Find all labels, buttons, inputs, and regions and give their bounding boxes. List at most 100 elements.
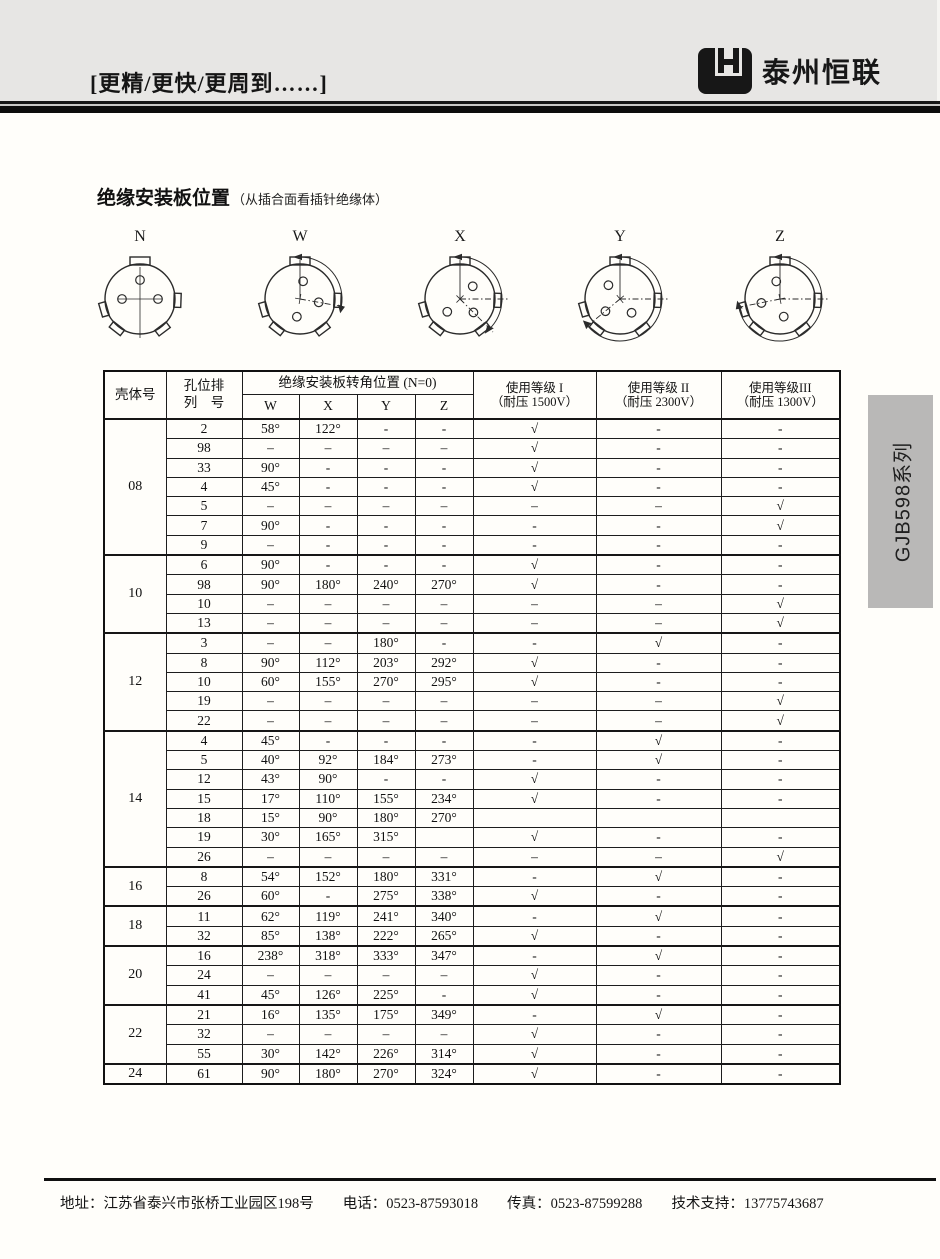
angle-x-cell: 142° <box>298 1043 358 1065</box>
header-rule-thick <box>0 106 940 113</box>
hole-no-cell: 11 <box>165 905 243 927</box>
level3-cell: - <box>720 1024 841 1045</box>
level2-cell: - <box>595 418 722 440</box>
shell-number-cell: 24 <box>103 1062 167 1085</box>
connector-face-drawing <box>97 256 182 338</box>
header-edge <box>937 0 940 101</box>
footer-phone: 电话：0523-87593018 <box>342 1196 479 1212</box>
level1-cell: √ <box>472 671 597 693</box>
hole-no-cell: 16 <box>165 945 243 967</box>
level3-cell: - <box>720 554 841 576</box>
col-header-w: W <box>241 394 300 420</box>
angle-y-cell: - <box>356 515 416 536</box>
angle-x-cell: – <box>298 710 358 732</box>
hole-no-cell: 15 <box>165 788 243 809</box>
angle-x-cell: - <box>298 457 358 478</box>
hole-no-cell: 5 <box>165 496 243 517</box>
connector-face-drawing <box>257 253 346 337</box>
level1-cell: – <box>472 710 597 732</box>
angle-z-cell: – <box>414 691 474 712</box>
angle-y-cell: - <box>356 457 416 478</box>
angle-z-cell: 338° <box>414 886 474 907</box>
angle-z-cell: - <box>414 729 474 752</box>
hole-no-cell: 26 <box>165 846 243 868</box>
level3-cell: - <box>720 1043 841 1065</box>
angle-y-cell: – <box>356 593 416 614</box>
angle-w-cell: 60° <box>241 671 300 693</box>
level1-cell: √ <box>472 476 597 498</box>
angle-z-cell: 331° <box>414 865 474 888</box>
table-row: 98– – – – √ - - <box>104 438 841 459</box>
level2-voltage: （耐压 2300V） <box>614 395 703 409</box>
level2-cell: – <box>595 846 722 868</box>
angle-y-cell: 241° <box>356 905 416 927</box>
header-rule-gap <box>0 104 940 106</box>
angle-y-cell: – <box>356 1024 416 1045</box>
angle-y-cell: 333° <box>356 945 416 967</box>
col-header-x: X <box>298 394 358 420</box>
level2-cell: - <box>595 886 722 907</box>
angle-w-cell: 238° <box>241 945 300 967</box>
footer-fax: 传真：0523-87599288 <box>507 1196 643 1212</box>
angle-x-cell: 135° <box>298 1003 358 1026</box>
angle-x-cell: 119° <box>298 905 358 927</box>
angle-y-cell: – <box>356 846 416 868</box>
level3-cell: - <box>720 729 841 752</box>
table-row: 13– – – – – – √ <box>104 612 841 634</box>
angle-w-cell: 90° <box>241 515 300 536</box>
angle-z-cell: 265° <box>414 925 474 947</box>
level1-cell: - <box>472 945 597 967</box>
diagram-label: W <box>292 228 308 245</box>
angle-w-cell: 90° <box>241 457 300 478</box>
level3-cell: - <box>720 905 841 927</box>
angle-z-cell: - <box>414 984 474 1006</box>
hole-no-cell: 26 <box>165 886 243 907</box>
level2-cell: - <box>595 457 722 478</box>
angle-y-cell: – <box>356 438 416 459</box>
table-row: 9– - - - - - - <box>104 534 841 556</box>
angle-z-cell: – <box>414 593 474 614</box>
angle-x-cell: 112° <box>298 652 358 673</box>
angle-z-cell: – <box>414 846 474 868</box>
hole-no-cell: 98 <box>165 438 243 459</box>
hole-no-cell: 12 <box>165 769 243 790</box>
table-row: 18 11 62° 119° 241° 340° - √ - <box>103 905 841 947</box>
table-row: 22– – – – – – √ <box>104 710 841 732</box>
angle-w-cell: 58° <box>241 418 300 440</box>
hole-no-cell: 6 <box>165 554 243 576</box>
angle-w-cell: 15° <box>241 807 300 829</box>
level1-cell: √ <box>472 574 597 595</box>
shell-number-cell: 16 <box>103 865 167 907</box>
angle-x-cell: – <box>298 612 358 634</box>
hole-no-cell: 61 <box>165 1062 243 1085</box>
level1-cell: - <box>472 632 597 654</box>
angle-x-cell: 138° <box>298 925 358 947</box>
angle-x-cell: – <box>298 438 358 459</box>
angle-y-cell: 226° <box>356 1043 416 1065</box>
col-header-hole-line2: 列 号 <box>183 395 225 410</box>
angle-x-cell: – <box>298 1024 358 1045</box>
angle-x-cell: 180° <box>298 1062 358 1085</box>
hole-no-cell: 98 <box>165 574 243 595</box>
angle-y-cell: 240° <box>356 574 416 595</box>
hole-no-cell: 19 <box>165 827 243 848</box>
level1-cell: - <box>472 534 597 556</box>
angle-w-cell: 45° <box>241 729 300 752</box>
level2-cell: - <box>595 925 722 947</box>
angle-z-cell: 314° <box>414 1043 474 1065</box>
level3-cell: - <box>720 632 841 654</box>
level3-cell: - <box>720 534 841 556</box>
diagram-label: Z <box>775 228 785 245</box>
table-row: 24 61 90° 180° 270° 324° √ - - <box>103 1062 841 1085</box>
level2-cell: - <box>595 476 722 498</box>
table-row: 7 90° - - - - - √ <box>104 515 841 536</box>
angle-x-cell: 318° <box>298 945 358 967</box>
angle-y-cell: – <box>356 612 416 634</box>
angle-w-cell: 90° <box>241 554 300 576</box>
level2-cell: - <box>595 1062 722 1085</box>
hole-no-cell: 21 <box>165 1003 243 1026</box>
angle-z-cell: 270° <box>414 807 474 829</box>
table-row: 41 45° 126° 225° - √ - - <box>104 984 841 1006</box>
table-row: 55 30° 142° 226° 314° √ - - <box>104 1043 841 1065</box>
level3-cell: - <box>720 418 841 440</box>
